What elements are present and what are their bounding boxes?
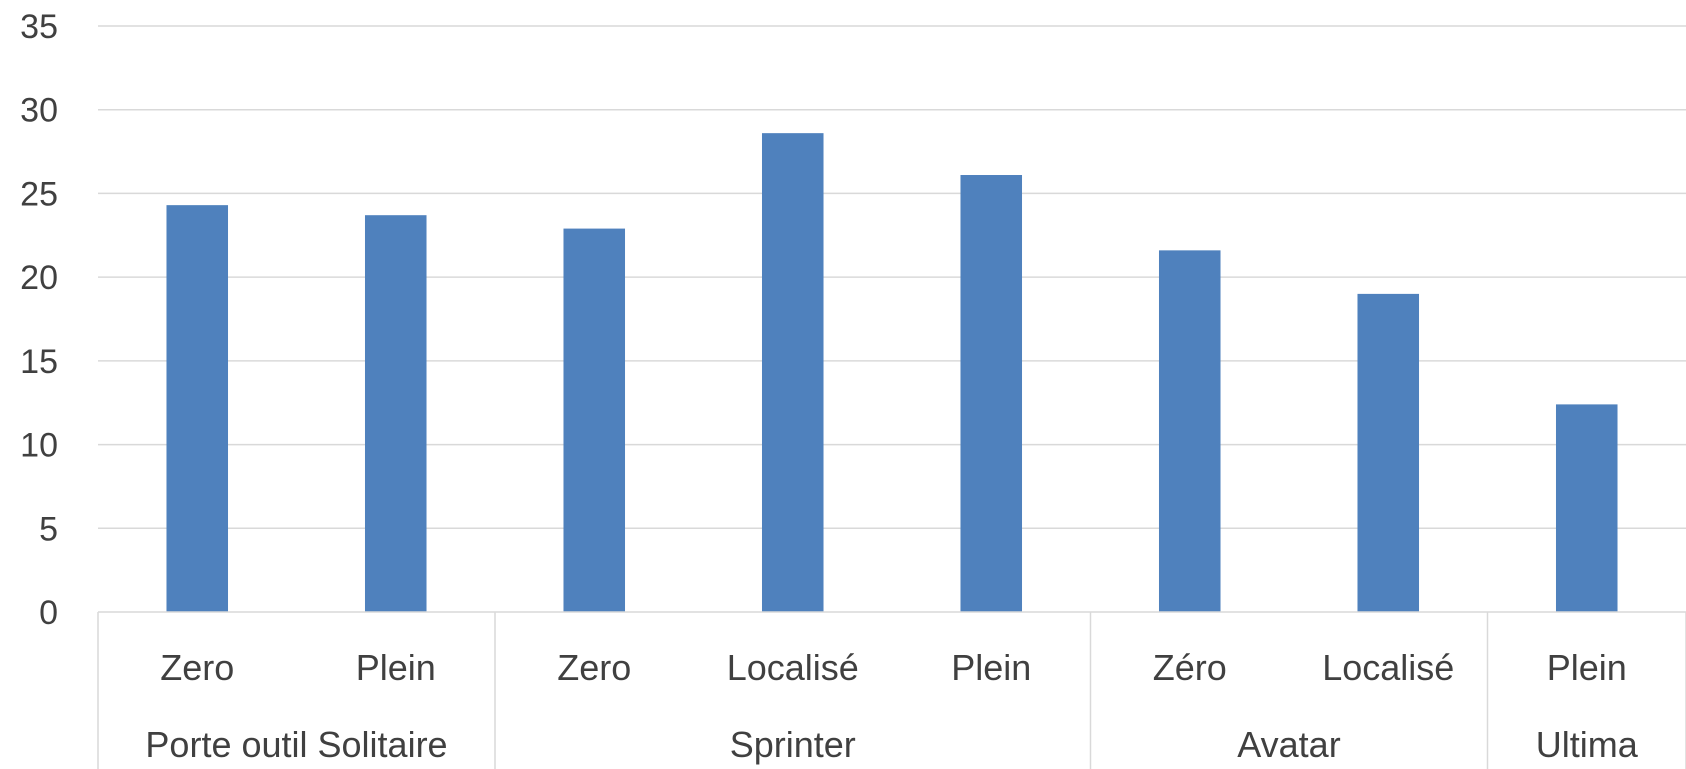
category-label: Localisé bbox=[727, 647, 859, 688]
group-label: Avatar bbox=[1237, 724, 1340, 765]
category-labels: Zero Plein Zero Localisé Plein Zéro Localisé Pl… bbox=[160, 647, 1627, 688]
y-tick-label: 35 bbox=[20, 8, 58, 46]
bar bbox=[761, 133, 824, 612]
category-label: Plein bbox=[951, 647, 1031, 688]
y-tick-label: 0 bbox=[39, 594, 58, 632]
bar bbox=[960, 175, 1023, 613]
group-labels: Porte outil Solitaire Sprinter Avatar Ultim… bbox=[145, 724, 1638, 765]
group-label: Ultima bbox=[1536, 724, 1639, 765]
category-label: Zéro bbox=[1153, 647, 1227, 688]
bar bbox=[364, 215, 427, 613]
category-label: Zero bbox=[557, 647, 631, 688]
bar bbox=[166, 205, 229, 613]
y-tick-label: 25 bbox=[20, 175, 58, 213]
y-tick-label: 5 bbox=[39, 510, 58, 548]
y-tick-label: 30 bbox=[20, 92, 58, 130]
x-axis bbox=[97, 611, 1686, 769]
y-tick-label: 10 bbox=[20, 427, 58, 465]
category-label: Zero bbox=[160, 647, 234, 688]
bar bbox=[1555, 404, 1618, 612]
group-label: Porte outil Solitaire bbox=[145, 724, 447, 765]
y-axis-ticks: 0 5 10 15 20 25 30 35 bbox=[20, 8, 58, 632]
bars bbox=[166, 133, 1618, 613]
group-label: Sprinter bbox=[730, 724, 856, 765]
category-label: Plein bbox=[1547, 647, 1627, 688]
category-label: Plein bbox=[356, 647, 436, 688]
bar bbox=[563, 228, 626, 613]
bar bbox=[1158, 250, 1221, 612]
bar bbox=[1357, 293, 1420, 612]
y-tick-label: 15 bbox=[20, 343, 58, 381]
category-label: Localisé bbox=[1322, 647, 1454, 688]
y-tick-label: 20 bbox=[20, 259, 58, 297]
gridlines bbox=[98, 25, 1686, 530]
